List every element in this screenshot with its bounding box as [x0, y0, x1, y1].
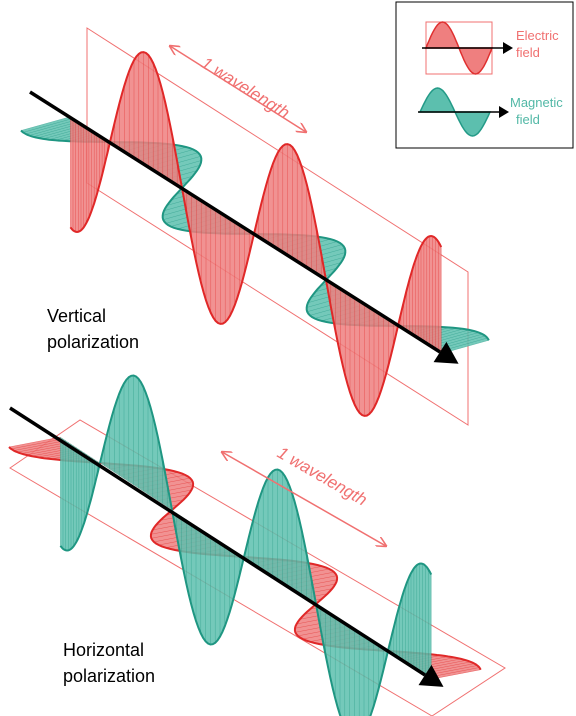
legend-box: [396, 2, 573, 148]
legend-label: Magnetic: [510, 95, 563, 110]
caption: polarization: [47, 332, 139, 352]
wave-lobe: [254, 144, 326, 280]
wave-lobe: [244, 470, 316, 605]
caption: Vertical: [47, 306, 106, 326]
caption: Horizontal: [63, 640, 144, 660]
page: Electric field Magnetic field 1 waveleng…: [0, 0, 576, 716]
wave-lobe: [182, 188, 254, 324]
legend-label: Electric: [516, 28, 559, 43]
wave-lobe: [172, 510, 244, 645]
wave-lobe: [326, 280, 398, 416]
figure: Electric field Magnetic field 1 waveleng…: [0, 0, 576, 716]
caption: polarization: [63, 666, 155, 686]
legend-label: field: [516, 112, 540, 127]
wavelength-label: 1 wavelength: [198, 53, 293, 122]
legend-label: field: [516, 45, 540, 60]
